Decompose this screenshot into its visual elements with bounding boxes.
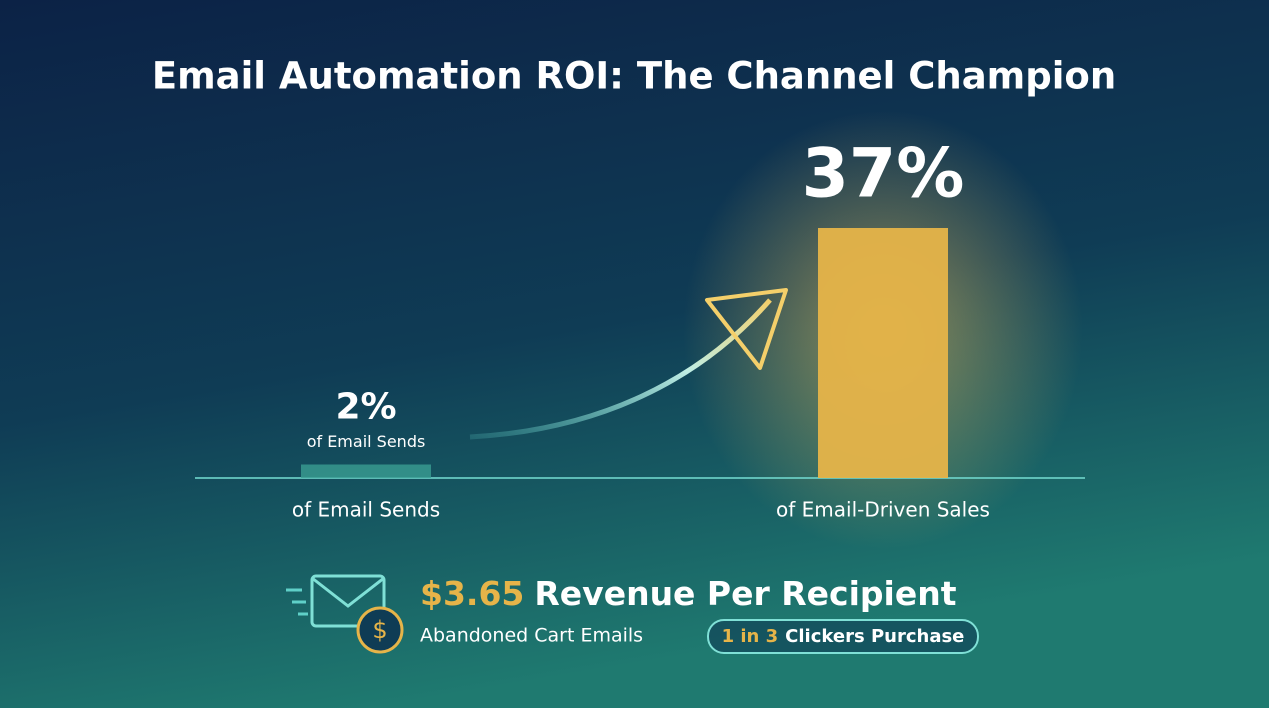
chart-title: Email Automation ROI: The Channel Champi…: [152, 55, 1116, 98]
badge-highlight: 1 in 3: [722, 626, 779, 647]
callout-text: Revenue Per Recipient: [534, 574, 956, 613]
badge-text: 1 in 3 Clickers Purchase: [722, 626, 965, 647]
category-label: of Email Sends: [292, 498, 440, 522]
value-label: 37%: [802, 135, 965, 214]
bar: [301, 464, 431, 478]
annotation: of Email Sends: [307, 432, 426, 451]
badge: [707, 619, 979, 654]
bar: [818, 228, 948, 478]
value-label: 2%: [335, 386, 396, 427]
badge-label: Clickers Purchase: [785, 626, 964, 647]
category-label: of Email-Driven Sales: [776, 498, 990, 522]
svg-text:$: $: [372, 616, 387, 644]
growth-arrow: [469, 298, 772, 440]
arrow-head: [705, 288, 788, 370]
callout-headline: $3.65 Revenue Per Recipient: [420, 574, 957, 613]
callout-subtext: Abandoned Cart Emails: [420, 625, 643, 647]
envelope-icon: $: [286, 574, 404, 654]
callout-highlight: $3.65: [420, 574, 524, 613]
